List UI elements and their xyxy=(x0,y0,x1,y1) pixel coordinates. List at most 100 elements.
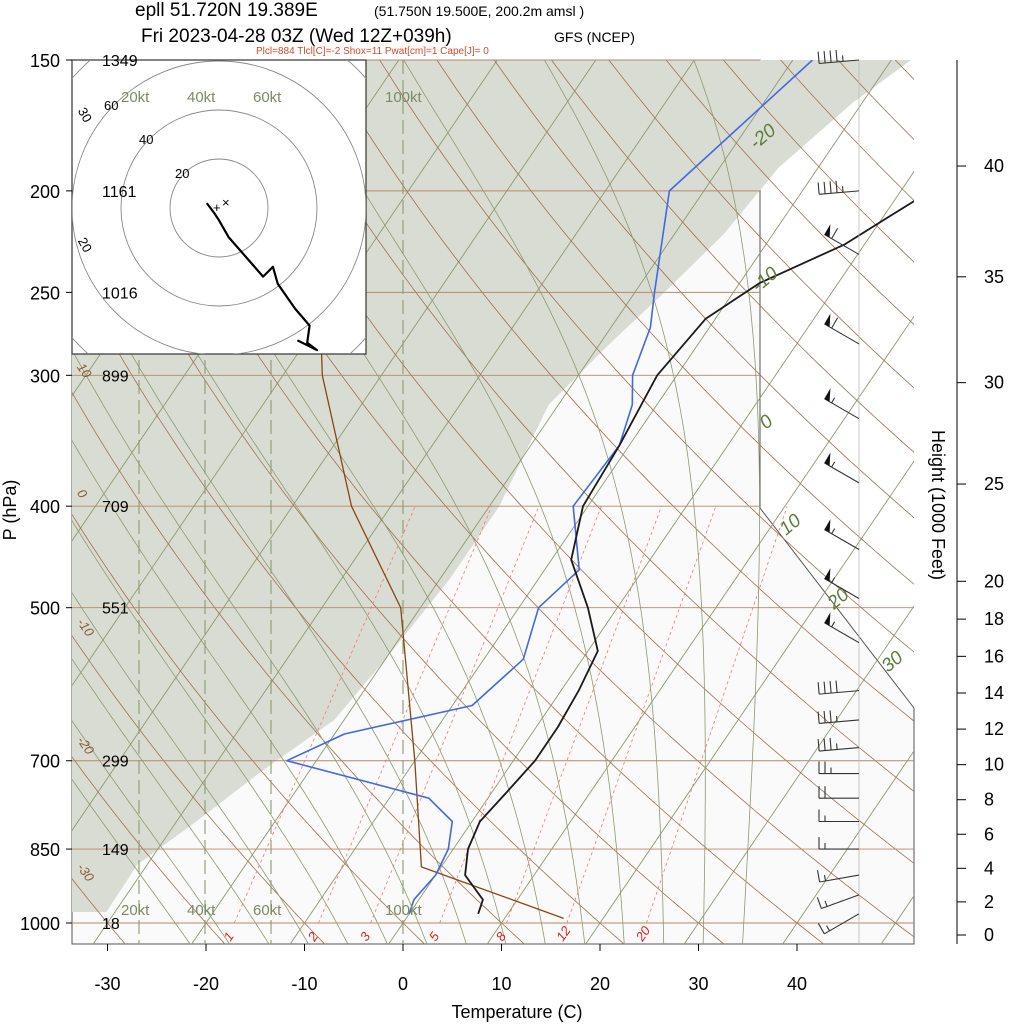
isotherm-line xyxy=(486,315,914,944)
level-height-label: 1349 xyxy=(102,53,138,70)
moist-adiabat-line xyxy=(72,439,388,944)
wind-scale-label-top: 100kt xyxy=(385,89,423,106)
wind-barb xyxy=(818,761,859,775)
dewpoint-profile xyxy=(285,60,814,915)
hodograph-side-label: 20 xyxy=(75,235,95,255)
wind-scale-label-bottom: 40kt xyxy=(187,902,216,919)
height-tick-label: 25 xyxy=(984,474,1004,494)
wind-barb xyxy=(818,837,859,850)
dry-adiabat-line xyxy=(493,60,914,519)
hodograph-side-label: 30 xyxy=(75,105,95,125)
barb-staff xyxy=(821,894,860,910)
barb-staff xyxy=(824,398,860,420)
pressure-tick-label: 700 xyxy=(30,752,60,772)
isotherm-line xyxy=(782,750,914,944)
barb-half-feather xyxy=(826,925,831,932)
mixing-ratio-line xyxy=(506,506,662,924)
level-height-label: 149 xyxy=(102,842,129,859)
mixing-ratio-line xyxy=(370,506,540,924)
dry-adiabat-line xyxy=(608,60,914,389)
mixing-ratio-line xyxy=(566,506,717,924)
isotherm-line xyxy=(289,60,892,944)
wind-barb xyxy=(817,710,860,725)
wind-scale-label-top: 40kt xyxy=(187,89,216,106)
isotherm-line xyxy=(92,60,695,944)
height-tick-label: 4 xyxy=(984,858,994,878)
dry-adiabat-line xyxy=(72,756,226,944)
valid-time-title: Fri 2023-04-28 03Z (Wed 12Z+039h) xyxy=(141,26,452,47)
barb-feather xyxy=(831,317,839,329)
dry-adiabat-line xyxy=(72,391,525,944)
barb-feather xyxy=(829,681,832,694)
wind-barb xyxy=(824,612,860,644)
moist-adiabat-line xyxy=(72,720,230,944)
barb-half-feather xyxy=(824,900,828,907)
height-tick-label: 35 xyxy=(984,267,1004,287)
barb-feather xyxy=(816,897,822,909)
isotherm-line xyxy=(683,605,914,944)
isotherm-line xyxy=(585,460,914,944)
barb-half-feather xyxy=(831,397,836,404)
hodograph-ring-label: 60 xyxy=(104,98,118,113)
barb-pennant xyxy=(824,388,831,402)
barb-staff xyxy=(819,690,860,695)
parcel-params: Plcl=884 Tlcl[C]=-2 Shox=11 Pwat[cm]=1 C… xyxy=(256,46,489,57)
hodograph-ring xyxy=(169,158,269,258)
dry-adiabat-line xyxy=(72,635,326,944)
barb-feather xyxy=(823,738,826,751)
barb-feather xyxy=(823,181,826,194)
height-tick-label: 14 xyxy=(984,683,1004,703)
barb-feather xyxy=(835,49,838,62)
barb-half-feather xyxy=(836,743,838,750)
barb-half-feather xyxy=(831,528,836,535)
barb-feather xyxy=(817,51,820,64)
barb-pennant xyxy=(824,452,831,466)
level-height-label: 1161 xyxy=(102,184,137,201)
wind-barb xyxy=(817,738,860,752)
wind-barbs xyxy=(816,49,860,944)
hodograph-ring-label: 20 xyxy=(175,166,189,181)
pressure-tick-label: 250 xyxy=(30,283,60,303)
moist-adiabat-line xyxy=(72,520,349,944)
wind-barb xyxy=(816,870,860,883)
grid-point-subtitle: (51.750N 19.500E, 200.2m amsl ) xyxy=(374,3,584,19)
barb-feather xyxy=(817,711,820,724)
barb-staff xyxy=(824,529,860,551)
barb-half-feather xyxy=(841,186,844,193)
isotherm-line xyxy=(72,60,597,832)
y-axis-title: P (hPa) xyxy=(0,480,20,541)
barb-staff xyxy=(824,578,860,599)
barb-staff xyxy=(819,719,860,725)
pressure-tick-label: 200 xyxy=(30,182,60,202)
barb-feather xyxy=(829,50,832,63)
level-height-label: 551 xyxy=(102,601,129,618)
barb-half-feather xyxy=(831,621,836,628)
x-axis-title: Temperature (C) xyxy=(451,1002,582,1022)
wind-barb xyxy=(824,519,860,551)
barb-staff xyxy=(824,913,860,935)
dry-adiabat-line xyxy=(72,513,426,944)
wind-barb xyxy=(824,224,860,255)
barb-half-feather xyxy=(823,874,827,882)
hodograph-mean-marker: + xyxy=(213,200,221,215)
hodograph-ring xyxy=(72,60,366,354)
model-label: GFS (NCEP) xyxy=(554,29,635,45)
pressure-tick-label: 850 xyxy=(30,840,60,860)
barb-pennant xyxy=(824,519,831,533)
wind-barb xyxy=(817,49,860,65)
height-tick-label: 6 xyxy=(984,824,994,844)
barb-staff xyxy=(824,622,860,644)
barb-feather xyxy=(829,710,832,723)
wind-barb xyxy=(824,452,860,484)
height-tick-label: 30 xyxy=(984,373,1004,393)
height-tick-label: 18 xyxy=(984,609,1004,629)
sounding-profiles xyxy=(285,60,914,920)
isobars xyxy=(72,59,914,924)
barb-feather xyxy=(817,923,825,935)
hodograph-trace xyxy=(205,202,319,352)
barb-half-feather xyxy=(831,577,836,583)
barb-pennant xyxy=(824,568,831,582)
level-height-label: 709 xyxy=(102,499,129,516)
